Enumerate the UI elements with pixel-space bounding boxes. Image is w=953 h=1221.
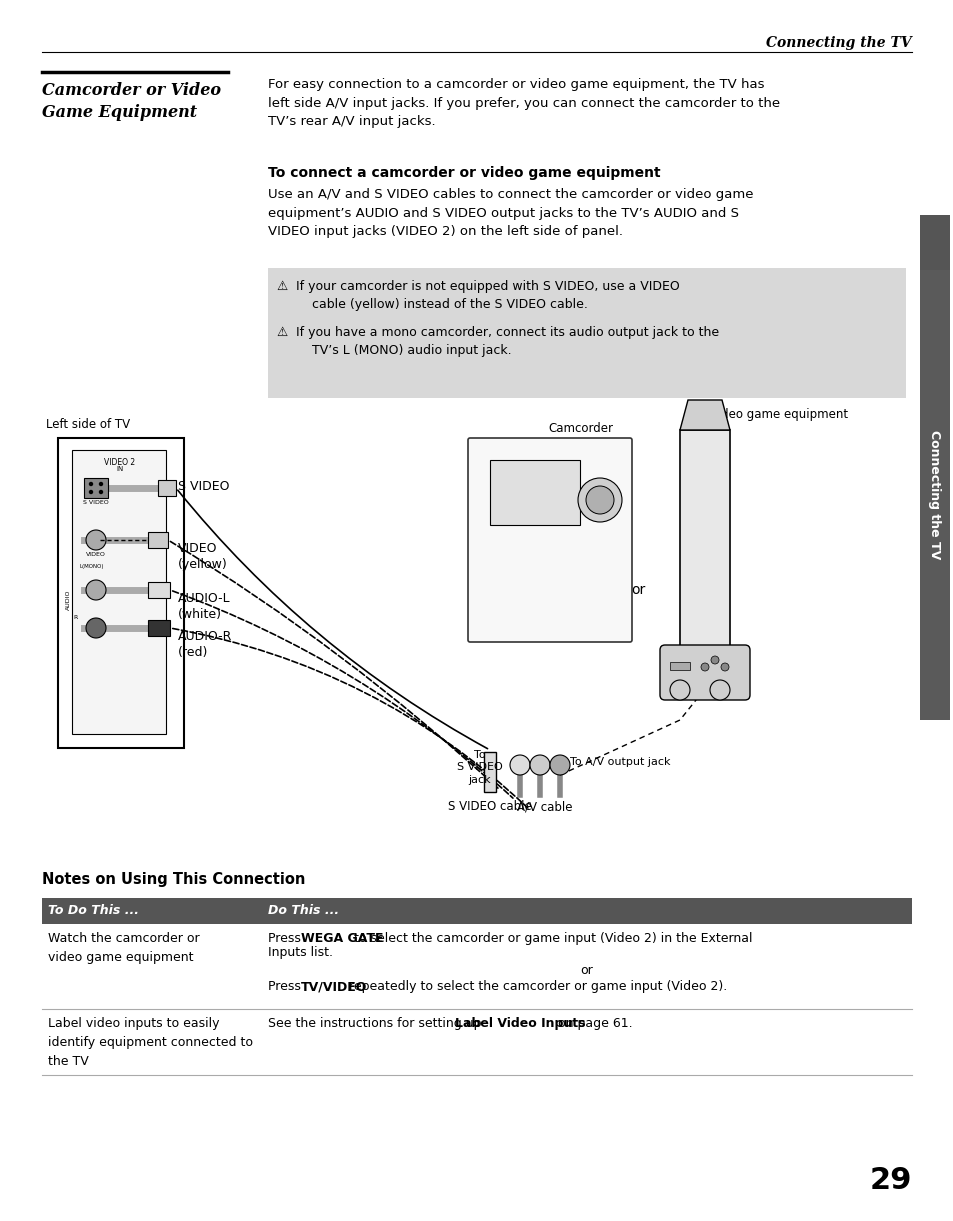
Bar: [58, 438, 184, 748]
Bar: [71, 451, 166, 734]
Text: S VIDEO: S VIDEO: [178, 480, 230, 492]
Text: R: R: [73, 615, 78, 620]
Circle shape: [99, 482, 102, 486]
Text: To connect a camcorder or video game equipment: To connect a camcorder or video game equ…: [268, 166, 659, 179]
Circle shape: [669, 680, 689, 700]
Text: on page 61.: on page 61.: [554, 1017, 632, 1031]
Circle shape: [90, 482, 92, 486]
Bar: [483, 752, 496, 792]
Bar: [148, 582, 170, 598]
Bar: [919, 270, 949, 720]
Circle shape: [710, 656, 719, 664]
Text: ⚠: ⚠: [275, 326, 287, 339]
Bar: [158, 480, 175, 496]
Text: A/V cable: A/V cable: [517, 800, 572, 813]
Text: Connecting the TV: Connecting the TV: [765, 35, 911, 50]
Text: TV/VIDEO: TV/VIDEO: [301, 980, 367, 993]
Bar: [148, 620, 170, 636]
Circle shape: [86, 530, 106, 549]
Circle shape: [90, 491, 92, 493]
Text: Use an A/V and S VIDEO cables to connect the camcorder or video game
equipment’s: Use an A/V and S VIDEO cables to connect…: [268, 188, 753, 238]
Text: L(MONO): L(MONO): [80, 564, 105, 569]
Text: See the instructions for setting up: See the instructions for setting up: [268, 1017, 485, 1031]
Text: Video game equipment: Video game equipment: [709, 408, 847, 421]
Circle shape: [585, 486, 614, 514]
FancyBboxPatch shape: [468, 438, 631, 642]
Text: Label Video Inputs: Label Video Inputs: [455, 1017, 585, 1031]
Text: VIDEO: VIDEO: [86, 552, 106, 557]
Circle shape: [720, 663, 728, 672]
Text: To Do This ...: To Do This ...: [48, 905, 139, 917]
Text: Do This ...: Do This ...: [268, 905, 338, 917]
Bar: [42, 897, 911, 924]
Text: VIDEO 2: VIDEO 2: [104, 458, 135, 466]
Circle shape: [700, 663, 708, 672]
Text: or: or: [580, 965, 593, 977]
Text: S VIDEO cable: S VIDEO cable: [448, 800, 532, 813]
Text: VIDEO
(yellow): VIDEO (yellow): [178, 542, 228, 571]
Text: Camcorder or Video
Game Equipment: Camcorder or Video Game Equipment: [42, 82, 221, 121]
Text: Left side of TV: Left side of TV: [46, 418, 130, 431]
Text: Watch the camcorder or
video game equipment: Watch the camcorder or video game equipm…: [48, 932, 199, 965]
Polygon shape: [679, 400, 729, 430]
Bar: [148, 532, 168, 548]
Bar: [669, 662, 689, 670]
Bar: [679, 430, 729, 670]
Text: Inputs list.: Inputs list.: [268, 946, 333, 958]
Text: or: or: [630, 582, 644, 597]
Circle shape: [510, 755, 530, 775]
Text: 29: 29: [868, 1166, 911, 1195]
Circle shape: [86, 580, 106, 600]
Text: IN: IN: [116, 466, 124, 473]
Circle shape: [99, 491, 102, 493]
Text: AUDIO: AUDIO: [66, 590, 71, 610]
FancyBboxPatch shape: [659, 645, 749, 700]
Text: Press: Press: [268, 980, 305, 993]
Text: Notes on Using This Connection: Notes on Using This Connection: [42, 872, 305, 886]
Text: To A/V output jack: To A/V output jack: [569, 757, 670, 767]
Text: AUDIO-L
(white): AUDIO-L (white): [178, 592, 231, 621]
Circle shape: [530, 755, 550, 775]
Text: S VIDEO: S VIDEO: [83, 501, 109, 505]
Circle shape: [86, 618, 106, 639]
Bar: [268, 267, 905, 398]
Text: AUDIO-R
(red): AUDIO-R (red): [178, 630, 233, 659]
Text: For easy connection to a camcorder or video game equipment, the TV has
left side: For easy connection to a camcorder or vi…: [268, 78, 780, 128]
Text: ⚠: ⚠: [275, 280, 287, 293]
Text: WEGA GATE: WEGA GATE: [301, 932, 383, 945]
Text: Press: Press: [268, 932, 305, 945]
Text: to select the camcorder or game input (Video 2) in the External: to select the camcorder or game input (V…: [350, 932, 752, 945]
Text: Label video inputs to easily
identify equipment connected to
the TV: Label video inputs to easily identify eq…: [48, 1017, 253, 1068]
Text: If your camcorder is not equipped with S VIDEO, use a VIDEO
    cable (yellow) i: If your camcorder is not equipped with S…: [295, 280, 679, 311]
Circle shape: [578, 477, 621, 523]
Bar: [919, 215, 949, 270]
Bar: [84, 477, 108, 498]
Bar: [490, 460, 579, 525]
Text: If you have a mono camcorder, connect its audio output jack to the
    TV’s L (M: If you have a mono camcorder, connect it…: [295, 326, 719, 357]
Circle shape: [550, 755, 569, 775]
Text: Camcorder: Camcorder: [547, 422, 613, 435]
Circle shape: [709, 680, 729, 700]
Text: Connecting the TV: Connecting the TV: [927, 430, 941, 559]
Text: repeatedly to select the camcorder or game input (Video 2).: repeatedly to select the camcorder or ga…: [345, 980, 726, 993]
Text: To
S VIDEO
jack: To S VIDEO jack: [456, 750, 502, 785]
